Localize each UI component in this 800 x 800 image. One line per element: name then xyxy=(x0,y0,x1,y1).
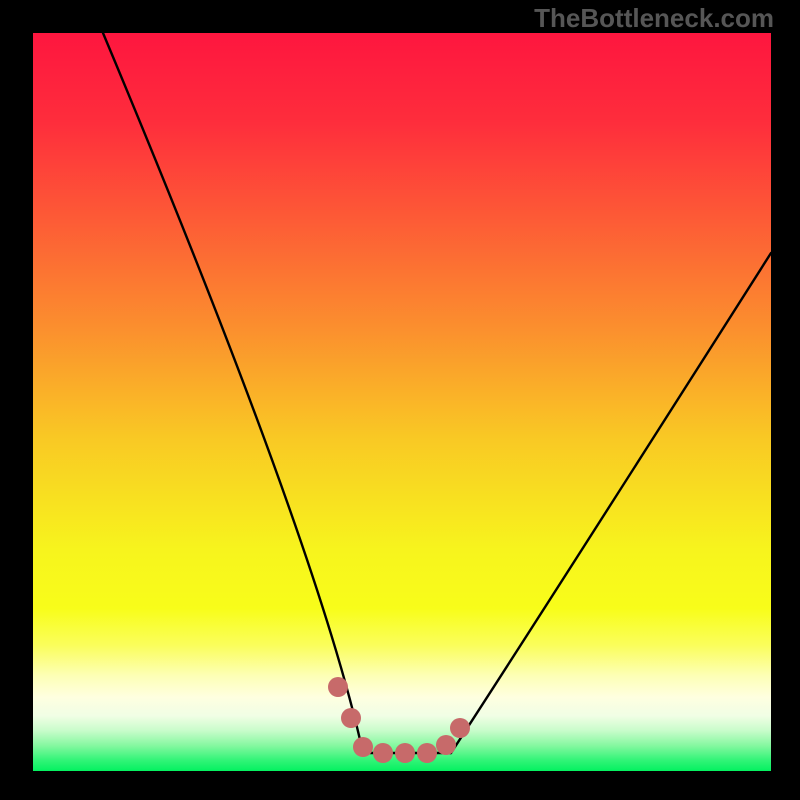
marker-dot xyxy=(373,743,393,763)
marker-dot xyxy=(450,718,470,738)
marker-dot xyxy=(417,743,437,763)
marker-dot xyxy=(436,735,456,755)
marker-dot xyxy=(328,677,348,697)
watermark-text: TheBottleneck.com xyxy=(534,3,774,34)
bottleneck-curve xyxy=(103,33,363,753)
bottleneck-curve xyxy=(451,253,771,753)
marker-dot xyxy=(341,708,361,728)
marker-dot xyxy=(353,737,373,757)
marker-dot xyxy=(395,743,415,763)
chart-frame: TheBottleneck.com xyxy=(0,0,800,800)
curve-layer xyxy=(0,0,800,800)
